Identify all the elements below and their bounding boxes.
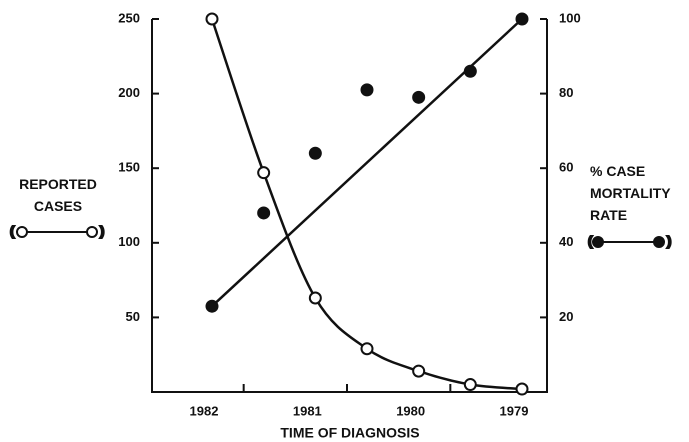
y-tick-label: 100 [118,234,140,249]
point [257,206,271,220]
point [205,299,219,313]
point [515,382,529,396]
point [205,12,219,26]
point [463,64,477,78]
paren: ( [10,223,15,238]
y2-tick-label: 20 [559,309,573,324]
y-tick-label: 200 [118,85,140,100]
point [360,342,374,356]
y2-tick-label: 100 [559,10,581,25]
y-tick-label: 150 [118,160,140,175]
axes [151,19,548,393]
legend-symbol-filled: ( ) [587,232,672,249]
legend-label: % CASE MORTALITY RATE [590,163,671,223]
point [412,90,426,104]
x-tick-label: 1980 [396,403,425,418]
y2-tick-label: 80 [559,85,573,100]
y2-tick-label: 40 [559,234,573,249]
x-tick-label: 1979 [500,403,529,418]
paren: ( [588,233,593,248]
point [360,83,374,97]
x-tick-label: 1982 [190,403,219,418]
point [308,146,322,160]
x-tick-label: 1981 [293,403,322,418]
x-axis-label: TIME OF DIAGNOSIS [280,425,419,441]
point [463,378,477,392]
paren: ) [100,223,104,238]
point [257,166,271,180]
point [515,12,529,26]
point [412,364,426,378]
trend-line [211,18,523,308]
legend-label: REPORTED CASES [19,176,97,214]
paren: ) [667,233,671,248]
y2-tick-label: 60 [559,160,573,175]
legend-symbol-open: ( ) [9,222,105,239]
point [308,291,322,305]
y-tick-label: 50 [126,309,140,324]
y-tick-label: 250 [118,10,140,25]
